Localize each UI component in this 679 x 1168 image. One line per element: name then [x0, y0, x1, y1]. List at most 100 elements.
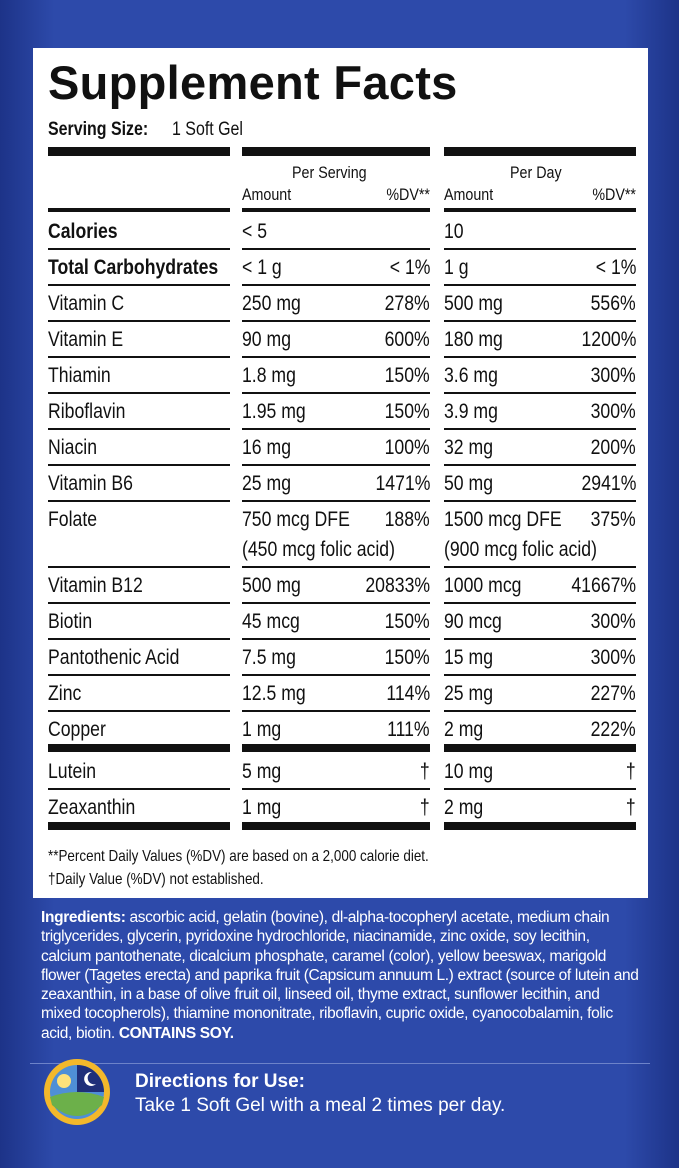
column-subheader: Amount — [444, 184, 494, 204]
amount: 90 mcg — [444, 609, 502, 633]
daily-value: 150% — [384, 363, 430, 387]
daily-value: 100% — [384, 435, 430, 459]
daily-value: 227% — [590, 681, 636, 705]
amount: 5 mg — [242, 759, 282, 783]
nutrient-name: Calories — [48, 219, 118, 243]
amount: 180 mg — [444, 327, 503, 351]
amount-note: (900 mcg folic acid) — [444, 537, 597, 561]
nutrient-name: Pantothenic Acid — [48, 645, 180, 669]
thick-rule — [242, 822, 430, 830]
daily-value: 300% — [590, 645, 636, 669]
thick-rule — [48, 744, 230, 752]
directions: Directions for Use: Take 1 Soft Gel with … — [135, 1070, 505, 1118]
row-rule — [242, 428, 430, 430]
amount-note: (450 mcg folic acid) — [242, 537, 395, 561]
daily-value: 188% — [384, 507, 430, 531]
daily-value: † — [626, 795, 636, 819]
row-rule — [444, 320, 636, 322]
nutrient-name: Lutein — [48, 759, 97, 783]
daily-value: † — [420, 759, 430, 783]
row-rule — [444, 500, 636, 502]
nutrient-name: Total Carbohydrates — [48, 255, 219, 279]
column-subheader: %DV** — [386, 184, 430, 204]
row-rule — [48, 248, 230, 250]
nutrient-name: Vitamin C — [48, 291, 125, 315]
amount: 12.5 mg — [242, 681, 306, 705]
row-rule — [242, 602, 430, 604]
amount: 2 mg — [444, 717, 484, 741]
row-rule — [444, 710, 636, 712]
daily-value: 556% — [590, 291, 636, 315]
row-rule — [444, 602, 636, 604]
nutrient-name: Vitamin B6 — [48, 471, 133, 495]
row-rule — [48, 566, 230, 568]
row-rule — [242, 392, 430, 394]
amount: 1500 mcg DFE — [444, 507, 562, 531]
thick-rule — [444, 822, 636, 830]
allergen: CONTAINS SOY. — [118, 1024, 234, 1042]
directions-title: Directions for Use: — [135, 1071, 305, 1092]
row-rule — [48, 674, 230, 676]
amount: 1.95 mg — [242, 399, 306, 423]
amount: 500 mg — [444, 291, 503, 315]
amount: 750 mcg DFE — [242, 507, 350, 531]
amount: 250 mg — [242, 291, 301, 315]
footnote: †Daily Value (%DV) not established. — [48, 871, 264, 888]
row-rule — [444, 674, 636, 676]
nutrient-name: Folate — [48, 507, 98, 531]
daily-value: 300% — [590, 399, 636, 423]
row-rule — [444, 248, 636, 250]
daily-value: 1200% — [581, 327, 636, 351]
nutrient-name: Niacin — [48, 435, 98, 459]
amount: 32 mg — [444, 435, 494, 459]
row-rule — [242, 500, 430, 502]
daily-value: < 1% — [595, 255, 636, 279]
rule — [48, 208, 230, 212]
ingredients-text: ascorbic acid, gelatin (bovine), dl-alph… — [41, 909, 639, 1042]
amount: 16 mg — [242, 435, 292, 459]
day-night-icon — [44, 1059, 110, 1125]
row-rule — [48, 602, 230, 604]
amount: 25 mg — [242, 471, 292, 495]
amount: < 5 — [242, 219, 268, 243]
amount: 500 mg — [242, 573, 301, 597]
row-rule — [444, 428, 636, 430]
row-rule — [242, 710, 430, 712]
row-rule — [444, 788, 636, 790]
daily-value: 278% — [384, 291, 430, 315]
row-rule — [444, 464, 636, 466]
thick-rule — [242, 147, 430, 156]
thick-rule — [444, 147, 636, 156]
directions-text: Take 1 Soft Gel with a meal 2 times per … — [135, 1095, 506, 1116]
rule — [242, 208, 430, 212]
row-rule — [242, 674, 430, 676]
amount: 1000 mcg — [444, 573, 522, 597]
row-rule — [444, 284, 636, 286]
row-rule — [48, 638, 230, 640]
daily-value: 222% — [590, 717, 636, 741]
ingredients-label: Ingredients: — [41, 909, 126, 926]
thick-rule — [444, 744, 636, 752]
row-rule — [242, 356, 430, 358]
nutrient-name: Copper — [48, 717, 106, 741]
row-rule — [444, 356, 636, 358]
amount: 1 mg — [242, 717, 282, 741]
amount: 15 mg — [444, 645, 494, 669]
amount: 1 g — [444, 255, 469, 279]
daily-value: 300% — [590, 609, 636, 633]
amount: < 1 g — [242, 255, 282, 279]
thick-rule — [242, 744, 430, 752]
facts-panel — [33, 48, 648, 898]
thick-rule — [48, 147, 230, 156]
daily-value: 2941% — [581, 471, 636, 495]
amount: 10 mg — [444, 759, 494, 783]
daily-value: 111% — [387, 717, 430, 741]
serving-value: 1 Soft Gel — [172, 118, 243, 140]
amount: 1 mg — [242, 795, 282, 819]
nutrient-name: Riboflavin — [48, 399, 126, 423]
daily-value: 200% — [590, 435, 636, 459]
nutrient-name: Vitamin E — [48, 327, 124, 351]
amount: 7.5 mg — [242, 645, 296, 669]
nutrient-name: Vitamin B12 — [48, 573, 143, 597]
